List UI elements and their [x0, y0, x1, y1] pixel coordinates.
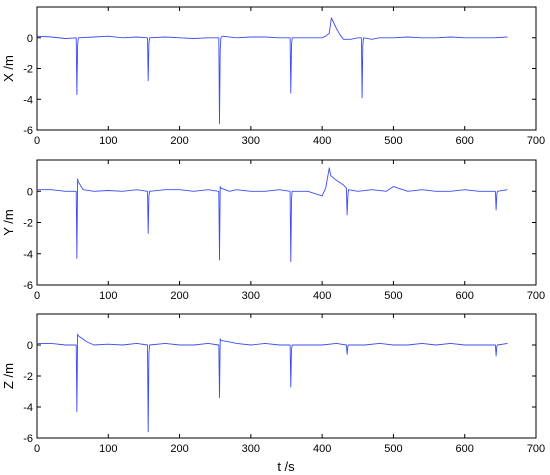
- x-tick-label: 100: [99, 135, 117, 147]
- x-tick-label: 500: [384, 443, 402, 455]
- x-tick-label: 300: [242, 443, 260, 455]
- x-tick-label: 700: [527, 135, 545, 147]
- y-tick-label: -4: [23, 402, 33, 414]
- y-tick-label: -2: [23, 64, 33, 76]
- y-tick-label: -4: [23, 249, 33, 261]
- x-tick-label: 600: [456, 443, 474, 455]
- x-tick-label: 500: [384, 135, 402, 147]
- axes-frame: [36, 6, 537, 131]
- y-axis-label: X /m: [1, 55, 16, 82]
- x-tick-label: 300: [242, 290, 260, 302]
- y-tick-label: 0: [27, 186, 33, 198]
- x-tick-label: 100: [99, 443, 117, 455]
- y-tick-label: -6: [23, 125, 33, 137]
- x-tick-label: 100: [99, 290, 117, 302]
- y-tick-label: -6: [23, 280, 33, 292]
- series-line: [37, 333, 508, 433]
- x-tick-label: 0: [34, 290, 40, 302]
- x-tick-label: 200: [170, 135, 188, 147]
- subplot: 0 100 200 300 400 500 600 700 -6 -4 -2 0 X /m: [1, 6, 545, 147]
- x-tick-label: 300: [242, 135, 260, 147]
- y-tick-label: -6: [23, 433, 33, 445]
- x-tick-label: 600: [456, 135, 474, 147]
- subplot: 0 100 200 300 400 500 600 700 -6 -4 -2 0 Y /m: [1, 159, 545, 302]
- y-tick-label: -2: [23, 218, 33, 230]
- x-tick-label: 700: [527, 290, 545, 302]
- x-tick-label: 0: [34, 443, 40, 455]
- y-tick-label: 0: [27, 33, 33, 45]
- y-axis-label: Y /m: [1, 209, 16, 236]
- x-tick-label: 600: [456, 290, 474, 302]
- x-axis-label: t /s: [277, 459, 295, 474]
- x-tick-label: 700: [527, 443, 545, 455]
- series-line: [37, 167, 508, 263]
- y-tick-label: -4: [23, 94, 33, 106]
- x-tick-label: 0: [34, 135, 40, 147]
- x-tick-label: 200: [170, 290, 188, 302]
- x-tick-label: 500: [384, 290, 402, 302]
- axes-frame: [36, 159, 537, 286]
- y-axis-label: Z /m: [1, 363, 16, 389]
- y-tick-label: -2: [23, 371, 33, 383]
- axes-frame: [36, 313, 537, 439]
- x-tick-label: 200: [170, 443, 188, 455]
- y-tick-label: 0: [27, 340, 33, 352]
- x-tick-label: 400: [313, 135, 331, 147]
- series-line: [36, 17, 508, 125]
- subplot: 0 100 200 300 400 500 600 700 -6 -4 -2 0 Z /m: [1, 313, 545, 455]
- x-tick-label: 400: [313, 443, 331, 455]
- x-tick-label: 400: [313, 290, 331, 302]
